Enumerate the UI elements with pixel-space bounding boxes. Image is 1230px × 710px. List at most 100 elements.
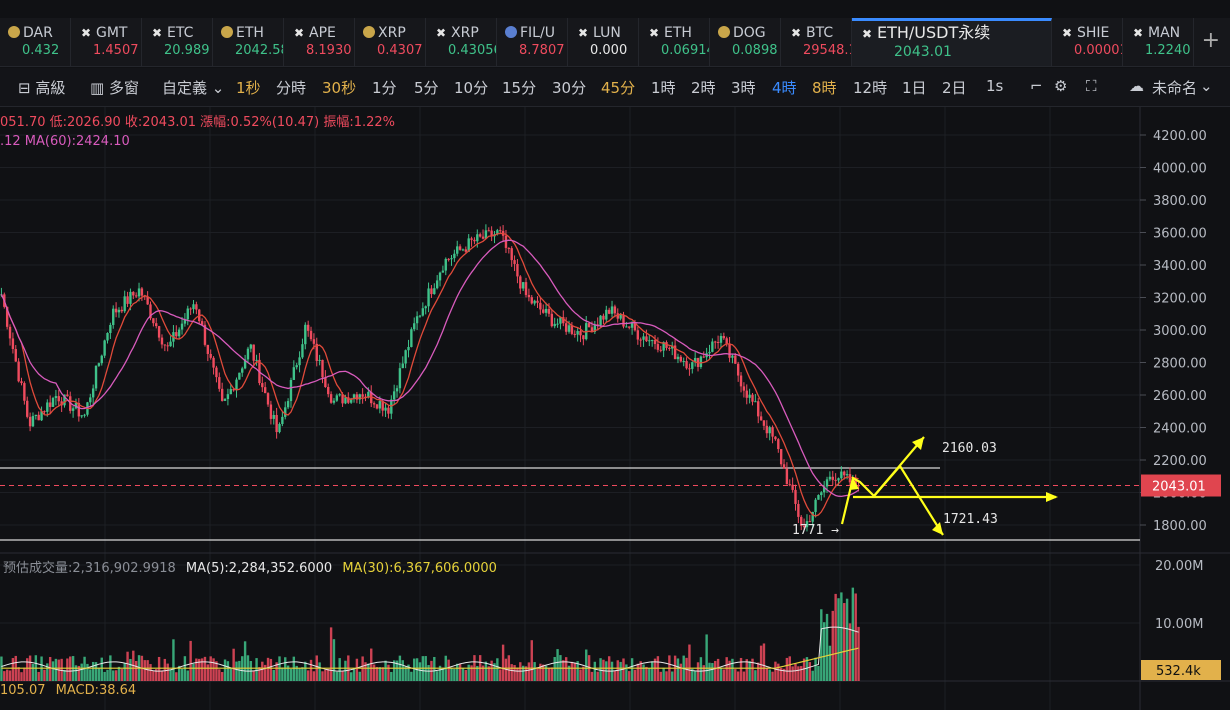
ticker-tab-13[interactable]: ✖ SHIE 0.00001 [1052, 18, 1123, 66]
ticker-tab-0[interactable]: DAR 0.432 [0, 18, 71, 66]
ticker-tab-12[interactable]: ✖ ETH/USDT永续 2043.01 [852, 18, 1052, 66]
timeframe-18[interactable]: 1日 [902, 79, 927, 97]
volume-bar [232, 648, 235, 681]
candle-body [301, 344, 304, 358]
volume-bar [218, 669, 221, 681]
ticker-tab-1[interactable]: ✖ GMT 1.4507 [71, 18, 142, 66]
candle-body [83, 414, 86, 416]
volume-bar [708, 662, 711, 681]
timeframe-5[interactable]: 30秒 [322, 79, 357, 97]
volume-bar [134, 660, 138, 681]
candle-body [639, 339, 642, 341]
volume-bar [441, 667, 445, 681]
candle-body [284, 407, 287, 417]
candle-body [430, 288, 433, 295]
fullscreen-icon[interactable]: ⛶ [1086, 77, 1097, 95]
ticker-tab-5[interactable]: XRP 0.4307 [355, 18, 426, 66]
volume-bar [585, 649, 588, 681]
candle-body [91, 388, 95, 398]
arrow-right-icon: → [823, 523, 839, 538]
projection-path-up[interactable] [873, 436, 925, 497]
timeframe-2[interactable]: 自定義 ⌄ [162, 77, 224, 98]
ticker-tab-4[interactable]: ✖ APE 8.1930 [284, 18, 355, 66]
timeframe-14[interactable]: 3時 [731, 79, 756, 97]
ticker-tab-10[interactable]: DOG 0.0898 [710, 18, 781, 66]
timeframe-20[interactable]: 1s [986, 77, 1004, 95]
volume-bar [309, 659, 313, 681]
timeframe-15[interactable]: 4時 [772, 79, 797, 97]
volume-bar [286, 665, 290, 681]
volume-bar [837, 598, 840, 681]
ticker-tab-3[interactable]: ETH 2042.58 [213, 18, 284, 66]
candle-body [805, 521, 809, 528]
candle-body [625, 326, 628, 328]
timeframe-3[interactable]: 1秒 [236, 79, 261, 97]
volume-bar [519, 662, 522, 681]
current-volume-tag [1141, 660, 1221, 680]
candle-body [527, 294, 531, 298]
timeframe-12[interactable]: 1時 [651, 79, 676, 97]
candle-body [567, 325, 571, 332]
timeframe-8[interactable]: 10分 [454, 79, 489, 97]
cloud-icon[interactable]: ☁ [1129, 77, 1144, 95]
price-chart[interactable]: 4200.00 4000.00 3800.00 3600.00 3400.00 3200.… [0, 107, 1230, 710]
volume-bar [496, 658, 499, 681]
timeframe-13[interactable]: 2時 [691, 79, 716, 97]
volume-bar [476, 665, 479, 681]
volume-bar [490, 660, 493, 681]
timeframe-1[interactable]: ▥ 多窗 [90, 77, 139, 98]
timeframe-17[interactable]: 12時 [853, 79, 888, 97]
cross-icon: ✖ [648, 26, 660, 40]
volume-bar [355, 658, 359, 681]
ticker-tab-2[interactable]: ✖ ETC 20.989 [142, 18, 213, 66]
timeframe-11[interactable]: 45分 [601, 79, 636, 97]
timeframe-16[interactable]: 8時 [812, 79, 837, 97]
candle-body [123, 296, 126, 312]
volume-bar [43, 669, 46, 681]
add-tab-icon[interactable]: + [1201, 28, 1220, 53]
volume-bar [352, 669, 356, 681]
ticker-tab-7[interactable]: FIL/U 8.7807 [497, 18, 568, 66]
candle-body [332, 400, 336, 403]
timeframe-7[interactable]: 5分 [414, 79, 439, 97]
volume-bar [456, 663, 459, 681]
layout-name[interactable]: 未命名 [1152, 79, 1198, 97]
timeframe-6[interactable]: 1分 [372, 79, 397, 97]
ticker-tab-9[interactable]: ✖ ETH 0.06914 [639, 18, 710, 66]
settings-gear-icon[interactable]: ⚙ [1054, 77, 1068, 95]
ticker-tab-11[interactable]: ✖ BTC 29548.1 [781, 18, 852, 66]
candle-body [478, 234, 482, 237]
candle-body [195, 304, 198, 310]
candle-body [149, 304, 152, 319]
ticker-tab-8[interactable]: ✖ LUN 0.000 [568, 18, 639, 66]
volume-bar [435, 671, 439, 681]
toolbar-label: 自定義 [162, 79, 208, 97]
candle-body [11, 338, 15, 349]
chevron-down-icon[interactable]: ⌄ [1200, 77, 1213, 95]
timeframe-4[interactable]: 分時 [276, 79, 307, 97]
indicator-icon[interactable]: ⌐ [1030, 77, 1043, 95]
ticker-tab-6[interactable]: ✖ XRP 0.43056 [426, 18, 497, 66]
volume-bar [114, 670, 118, 681]
timeframe-10[interactable]: 30分 [552, 79, 587, 97]
volume-bar [301, 667, 304, 681]
volume-bar [814, 657, 817, 681]
volume-axis-label: 10.00M [1155, 617, 1203, 632]
volume-bar [80, 663, 83, 681]
candle-body [155, 323, 158, 327]
volume-bar [722, 669, 726, 681]
ticker-symbol: ETH [664, 25, 692, 41]
candle-body [834, 479, 837, 481]
candle-body [840, 471, 843, 479]
ticker-symbol: MAN [1148, 25, 1181, 41]
candle-body [587, 323, 591, 328]
candle-body [329, 394, 333, 403]
timeframe-0[interactable]: ⊟ 高級 [18, 77, 65, 98]
candle-body [378, 401, 382, 409]
candle-body [120, 309, 124, 312]
ticker-tab-14[interactable]: ✖ MAN 1.2240 [1123, 18, 1194, 66]
candle-body [676, 356, 680, 360]
macd-left-value: 105.07 [0, 683, 46, 698]
timeframe-19[interactable]: 2日 [942, 79, 967, 97]
timeframe-9[interactable]: 15分 [502, 79, 537, 97]
